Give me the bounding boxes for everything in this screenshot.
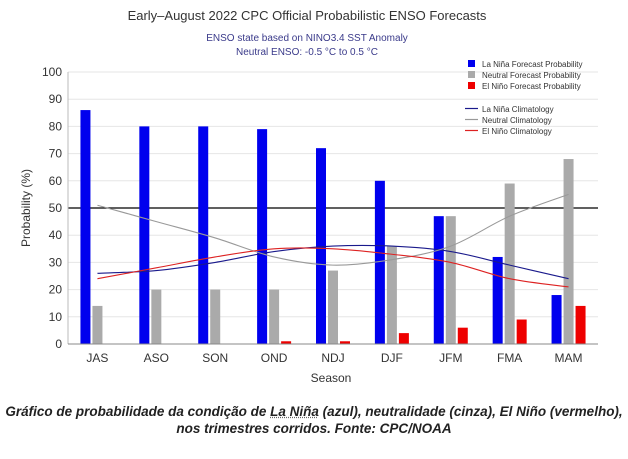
y-axis-ticks: 0 10 20 30 40 50 60 70 80 90 100 bbox=[42, 65, 62, 351]
bar-la-nina-ond bbox=[257, 129, 268, 344]
x-tick-label-djf: DJF bbox=[381, 351, 403, 365]
bar-el-nino-fma bbox=[516, 319, 527, 344]
bar-neutral-djf bbox=[386, 246, 397, 344]
bar-la-nina-son bbox=[198, 126, 209, 345]
legend-label-el-nino-climatology: El Niño Climatology bbox=[482, 127, 552, 136]
bar-el-nino-ndj bbox=[340, 341, 350, 344]
x-tick-label-ndj: NDJ bbox=[321, 351, 344, 365]
x-tick-label-jas: JAS bbox=[86, 351, 108, 365]
bar-el-nino-djf bbox=[398, 333, 409, 344]
y-tick-label-0: 0 bbox=[55, 337, 62, 351]
bar-la-nina-aso bbox=[139, 126, 150, 345]
x-tick-label-fma: FMA bbox=[497, 351, 522, 365]
chart-subtitle-line-2: Neutral ENSO: -0.5 °C to 0.5 °C bbox=[236, 47, 378, 58]
caption-text-end: (azul), neutralidade (cinza), El Niño (v… bbox=[176, 404, 623, 436]
bar-neutral-son bbox=[210, 289, 221, 344]
legend: La Niña Forecast Probability Neutral Fore… bbox=[465, 60, 583, 136]
y-tick-label-90: 90 bbox=[49, 92, 63, 106]
line-la-nina-climatology bbox=[97, 244, 569, 280]
caption-text-start: Gráfico de probabilidade da condição de bbox=[5, 404, 271, 419]
line-el-nino-climatology bbox=[97, 247, 569, 288]
x-axis-ticks: JAS ASO SON OND NDJ DJF JFM FMA MAM bbox=[86, 351, 582, 365]
legend-label-el-nino-forecast-probability: El Niño Forecast Probability bbox=[482, 82, 581, 91]
caption-la-nina: La Niña bbox=[270, 404, 319, 419]
bar-neutral-mam bbox=[563, 159, 574, 344]
legend-label-la-nina-forecast-probability: La Niña Forecast Probability bbox=[482, 60, 583, 69]
bar-la-nina-mam bbox=[551, 295, 562, 344]
bars bbox=[80, 110, 586, 345]
enso-forecast-chart: Early–August 2022 CPC Official Probabili… bbox=[19, 8, 598, 385]
y-tick-label-10: 10 bbox=[49, 310, 63, 324]
line-neutral-climatology bbox=[97, 193, 569, 266]
axes bbox=[67, 72, 598, 345]
bar-la-nina-fma bbox=[492, 256, 503, 344]
bar-la-nina-djf bbox=[374, 180, 385, 344]
x-tick-label-jfm: JFM bbox=[439, 351, 462, 365]
y-axis-label: Probability (%) bbox=[19, 169, 33, 247]
bar-neutral-ndj bbox=[328, 270, 338, 344]
chart-title: Early–August 2022 CPC Official Probabili… bbox=[128, 8, 487, 23]
climatology-lines bbox=[97, 193, 569, 288]
y-tick-label-30: 30 bbox=[49, 255, 63, 269]
y-tick-label-50: 50 bbox=[49, 201, 63, 215]
legend-swatch-neutral-forecast-probability bbox=[468, 71, 475, 78]
figure-caption: Gráfico de probabilidade da condição de … bbox=[0, 403, 628, 437]
y-tick-label-20: 20 bbox=[49, 283, 63, 297]
x-tick-label-aso: ASO bbox=[144, 351, 169, 365]
y-tick-label-80: 80 bbox=[49, 119, 63, 133]
bar-neutral-jfm bbox=[445, 216, 456, 344]
bar-la-nina-jfm bbox=[433, 216, 444, 344]
bar-neutral-fma bbox=[504, 183, 515, 344]
y-tick-label-40: 40 bbox=[49, 228, 63, 242]
x-axis-label: Season bbox=[311, 371, 352, 385]
x-tick-label-mam: MAM bbox=[555, 351, 583, 365]
bar-el-nino-jfm bbox=[457, 327, 468, 344]
y-tick-label-60: 60 bbox=[49, 174, 63, 188]
bar-neutral-jas bbox=[92, 305, 103, 344]
legend-label-la-nina-climatology: La Niña Climatology bbox=[482, 105, 554, 114]
bar-neutral-aso bbox=[151, 289, 162, 344]
x-tick-label-ond: OND bbox=[261, 351, 288, 365]
bar-neutral-ond bbox=[269, 289, 280, 344]
y-tick-label-100: 100 bbox=[42, 65, 62, 79]
bar-la-nina-jas bbox=[80, 110, 91, 344]
bar-la-nina-ndj bbox=[316, 148, 326, 344]
bar-el-nino-ond bbox=[281, 341, 292, 344]
x-tick-label-son: SON bbox=[202, 351, 228, 365]
bar-el-nino-mam bbox=[575, 305, 586, 344]
legend-label-neutral-climatology: Neutral Climatology bbox=[482, 116, 552, 125]
chart-subtitle-line-1: ENSO state based on NINO3.4 SST Anomaly bbox=[206, 33, 408, 44]
legend-label-neutral-forecast-probability: Neutral Forecast Probability bbox=[482, 71, 581, 80]
legend-swatch-el-nino-forecast-probability bbox=[468, 82, 475, 89]
legend-swatch-la-nina-forecast-probability bbox=[468, 60, 475, 67]
y-tick-label-70: 70 bbox=[49, 147, 63, 161]
